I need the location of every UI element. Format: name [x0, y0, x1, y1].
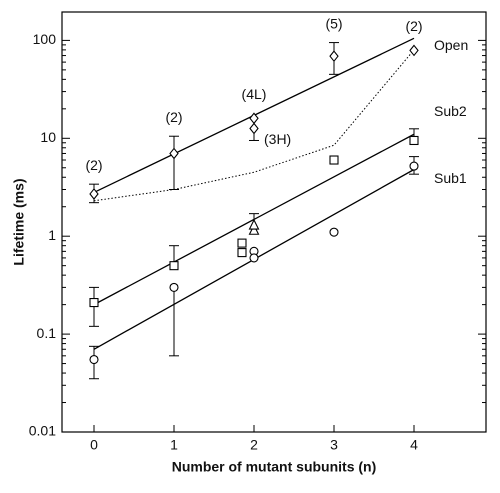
- point: [249, 112, 259, 125]
- y-tick-label: 1: [48, 227, 56, 243]
- point: [248, 218, 260, 230]
- annotation: (2): [405, 18, 422, 34]
- y-tick-label: 0.01: [29, 423, 56, 439]
- annotation: (5): [325, 15, 342, 31]
- x-tick-label: 0: [90, 437, 98, 453]
- series-label: Sub1: [434, 170, 467, 186]
- x-tick-label: 2: [250, 437, 258, 453]
- x-tick-label: 3: [330, 437, 338, 453]
- x-tick-label: 4: [410, 437, 418, 453]
- annotation: (2): [85, 157, 102, 173]
- series-label: Open: [434, 37, 468, 53]
- point: [169, 147, 179, 160]
- point: [409, 44, 419, 57]
- y-axis-title: Lifetime (ms): [11, 178, 27, 265]
- y-tick-label: 10: [40, 129, 56, 145]
- point: [169, 282, 179, 292]
- point: [89, 354, 99, 365]
- point: [409, 161, 419, 171]
- point: [329, 227, 339, 237]
- fit-line: [93, 49, 415, 202]
- annotation: (2): [165, 109, 182, 125]
- point: [248, 224, 260, 235]
- plot-frame: [61, 11, 487, 433]
- point: [329, 155, 339, 165]
- annotation: (3H): [264, 131, 291, 147]
- annotation: (4L): [242, 86, 267, 102]
- x-axis-title: Number of mutant subunits (n): [172, 459, 377, 475]
- point: [249, 122, 259, 135]
- point: [237, 238, 247, 248]
- point: [237, 248, 247, 258]
- y-tick-label: 0.1: [37, 325, 57, 341]
- x-tick-label: 1: [170, 437, 178, 453]
- y-tick-label: 100: [33, 31, 57, 47]
- point: [169, 261, 179, 271]
- point: [329, 50, 339, 63]
- series-label: Sub2: [434, 103, 467, 119]
- point: [249, 253, 259, 263]
- point: [89, 188, 99, 200]
- point: [89, 298, 99, 308]
- point: [409, 135, 419, 146]
